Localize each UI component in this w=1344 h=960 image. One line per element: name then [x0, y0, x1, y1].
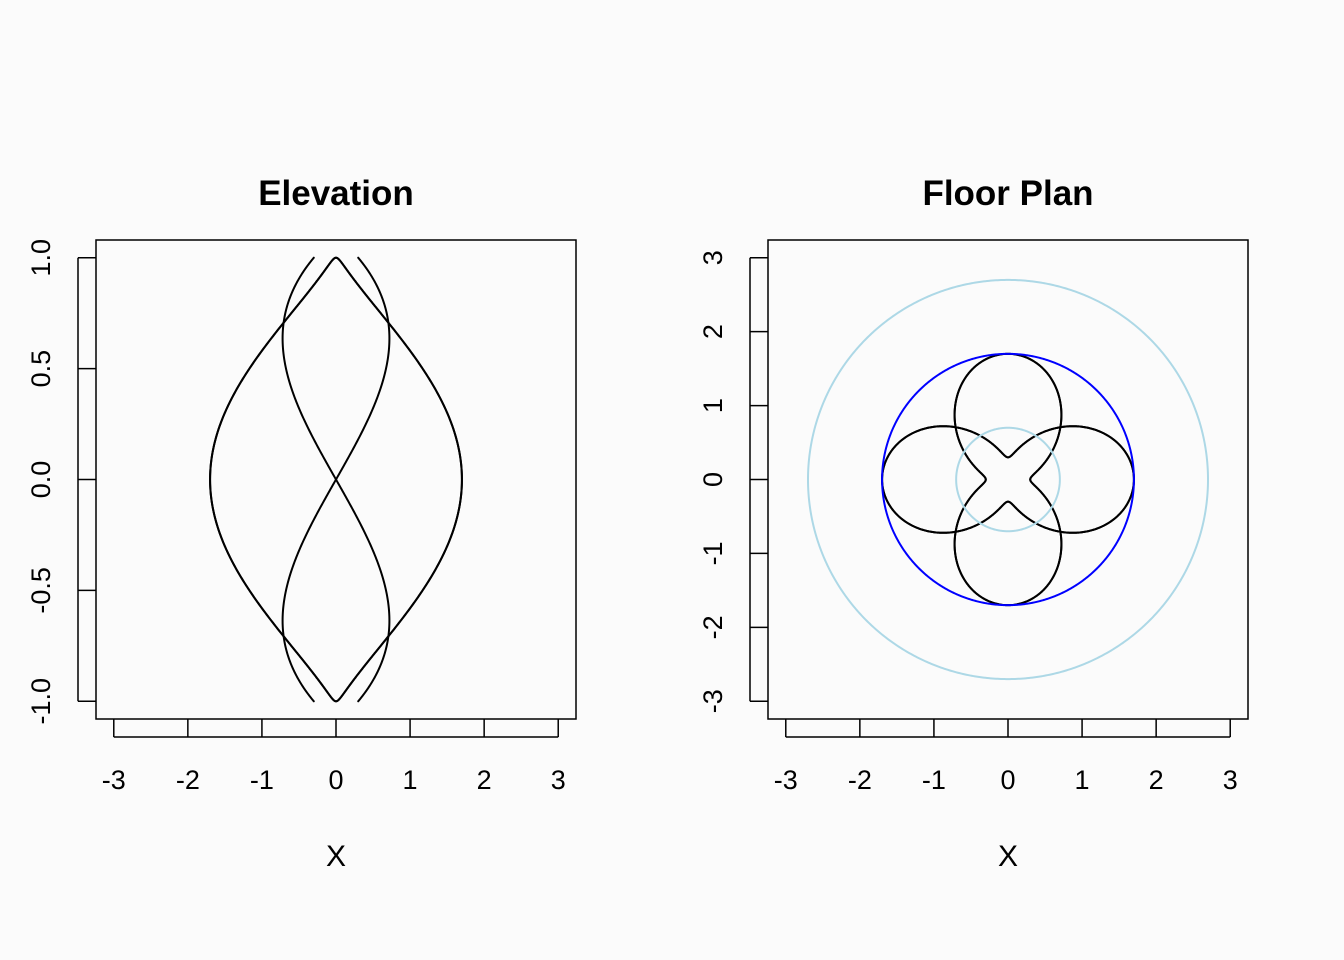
- elevation-x-tick-label: 2: [477, 765, 492, 795]
- floor-plan-y-tick-label: 3: [698, 250, 728, 265]
- floor-plan-x-axis: -3 -2 -1 0 1 2 3: [774, 719, 1238, 795]
- floor-plan-plot-frame: [767, 239, 1249, 720]
- floor-plan-curve-series: [881, 425, 1135, 534]
- floor-plan-curve-series: [953, 352, 1063, 607]
- elevation-x-axis-label: X: [326, 840, 346, 873]
- floor-plan-y-tick-label: -2: [698, 615, 728, 639]
- elevation-title: Elevation: [258, 174, 414, 213]
- floor-plan-circle-series: [807, 278, 1209, 681]
- floor-plan-x-axis-label: X: [998, 840, 1018, 873]
- floor-plan-panel: Floor Plan -3 -2 -1 0 1 2 3 -3 -2 -1 0 1 2 3 X: [698, 174, 1249, 873]
- elevation-y-tick-label: -1.0: [26, 678, 56, 725]
- elevation-x-tick-label: 3: [551, 765, 566, 795]
- floor-plan-x-tick-label: 1: [1075, 765, 1090, 795]
- floor-plan-y-tick-label: 0: [698, 472, 728, 487]
- floor-plan-y-tick-label: -3: [698, 689, 728, 713]
- floor-plan-x-tick-label: 0: [1000, 765, 1015, 795]
- floor-plan-y-tick-label: 2: [698, 324, 728, 339]
- elevation-x-tick-label: -3: [102, 765, 126, 795]
- elevation-curve-series: [209, 256, 463, 703]
- elevation-x-axis: -3 -2 -1 0 1 2 3: [102, 719, 566, 795]
- elevation-x-tick-label: -1: [250, 765, 274, 795]
- elevation-x-tick-label: -2: [176, 765, 200, 795]
- floor-plan-x-tick-label: 2: [1149, 765, 1164, 795]
- elevation-y-tick-label: -0.5: [26, 567, 56, 614]
- elevation-y-tick-label: 0.0: [26, 461, 56, 499]
- floor-plan-title: Floor Plan: [922, 174, 1093, 213]
- elevation-x-tick-label: 0: [328, 765, 343, 795]
- floor-plan-y-tick-label: 1: [698, 398, 728, 413]
- elevation-curve-series: [281, 256, 391, 703]
- elevation-y-tick-label: 1.0: [26, 239, 56, 277]
- floor-plan-y-axis: -3 -2 -1 0 1 2 3: [698, 250, 768, 713]
- elevation-curves: [209, 256, 463, 703]
- elevation-panel: Elevation -3 -2 -1 0 1 2 3 -1.0 -0.5 0.0 0.5 1.0 X: [26, 174, 577, 873]
- elevation-y-axis: -1.0 -0.5 0.0 0.5 1.0: [26, 239, 96, 725]
- floor-plan-curve-series: [881, 425, 1135, 534]
- elevation-y-tick-label: 0.5: [26, 350, 56, 388]
- elevation-x-tick-label: 1: [403, 765, 418, 795]
- floor-plan-curves: [807, 278, 1209, 681]
- floor-plan-x-tick-label: -1: [922, 765, 946, 795]
- floor-plan-y-tick-label: -1: [698, 541, 728, 565]
- floor-plan-circle-series: [881, 352, 1135, 607]
- floor-plan-circle-series: [955, 426, 1061, 533]
- floor-plan-x-tick-label: -2: [848, 765, 872, 795]
- floor-plan-x-tick-label: 3: [1223, 765, 1238, 795]
- floor-plan-x-tick-label: -3: [774, 765, 798, 795]
- floor-plan-curve-series: [953, 352, 1063, 607]
